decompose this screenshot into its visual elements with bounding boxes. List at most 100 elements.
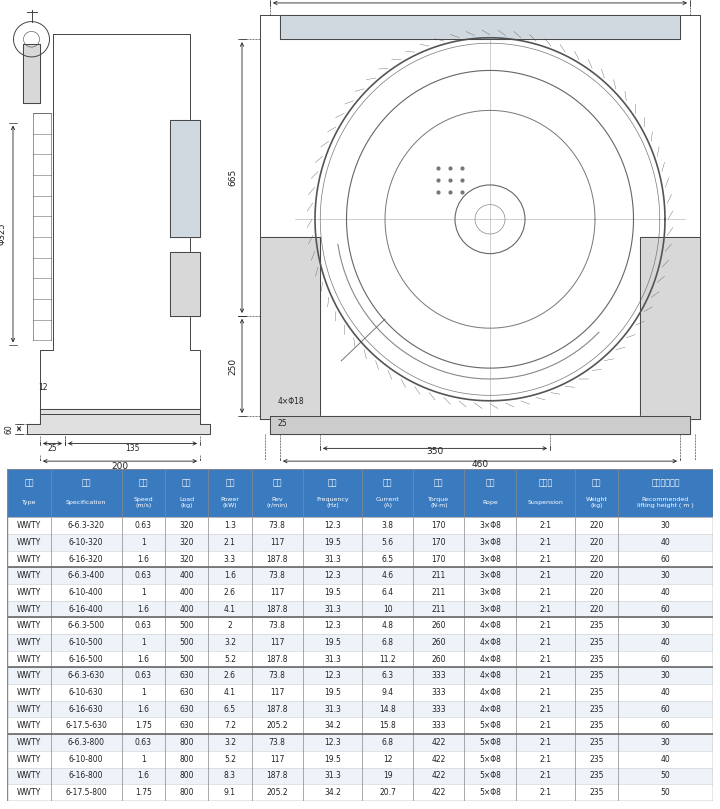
Text: 422: 422 [432,788,446,797]
Bar [7,469,713,517]
Text: 73.8: 73.8 [269,521,286,530]
Text: 34.2: 34.2 [324,788,341,797]
Text: 211: 211 [432,588,446,597]
Text: 1.3: 1.3 [224,521,236,530]
Text: 2:1: 2:1 [539,722,552,731]
Text: 6-16-500: 6-16-500 [68,654,104,663]
Text: 3×Φ8: 3×Φ8 [479,538,501,547]
Bar [7,650,713,667]
Text: 2:1: 2:1 [539,571,552,580]
Text: 绳规: 绳规 [485,478,495,487]
Text: Type: Type [22,501,36,506]
Text: WWTY: WWTY [17,588,41,597]
Text: 6.4: 6.4 [382,588,394,597]
Text: WWTY: WWTY [17,554,41,564]
Text: Φ325: Φ325 [0,222,7,245]
Text: 1.6: 1.6 [138,654,149,663]
Text: WWTY: WWTY [17,788,41,797]
Text: 转矩: 转矩 [434,478,444,487]
Text: 规格: 规格 [81,478,91,487]
Text: 60: 60 [661,604,670,613]
Text: Torque
(N·m): Torque (N·m) [428,498,449,508]
Text: 12: 12 [38,383,48,392]
Text: 333: 333 [431,705,446,714]
Text: WWTY: WWTY [17,538,41,547]
Text: 6-17.5-630: 6-17.5-630 [65,722,107,731]
Text: 30: 30 [661,621,670,630]
Text: 31.3: 31.3 [324,654,341,663]
Text: 520: 520 [472,474,489,483]
Text: 205.2: 205.2 [266,722,288,731]
Text: 235: 235 [589,788,604,797]
Text: Speed
(m/s): Speed (m/s) [133,498,153,508]
Text: Specification: Specification [66,501,107,506]
Text: 2:1: 2:1 [539,688,552,697]
Text: 800: 800 [179,772,194,781]
Text: 4.6: 4.6 [382,571,394,580]
Text: 73.8: 73.8 [269,621,286,630]
Text: 19.5: 19.5 [324,588,341,597]
Text: 73.8: 73.8 [269,571,286,580]
Text: 3×Φ8: 3×Φ8 [479,521,501,530]
Text: 260: 260 [431,621,446,630]
Text: 6.3: 6.3 [382,671,394,680]
Text: 5×Φ8: 5×Φ8 [479,788,501,797]
Text: WWTY: WWTY [17,638,41,647]
Text: 12.3: 12.3 [324,671,341,680]
Polygon shape [270,416,690,434]
Text: 6-10-500: 6-10-500 [68,638,104,647]
Text: 422: 422 [432,772,446,781]
Text: Rope: Rope [482,501,498,506]
Text: 6-16-800: 6-16-800 [69,772,103,781]
Text: 187.8: 187.8 [266,604,288,613]
Text: WWTY: WWTY [17,755,41,764]
Text: 19.5: 19.5 [324,538,341,547]
Text: 2:1: 2:1 [539,604,552,613]
Text: 1.6: 1.6 [138,604,149,613]
Text: 电流: 电流 [383,478,392,487]
Bar [7,634,713,650]
Text: Suspension: Suspension [527,501,563,506]
Text: 31.3: 31.3 [324,604,341,613]
Text: 60: 60 [4,424,13,434]
Text: 2:1: 2:1 [539,538,552,547]
Text: 135: 135 [125,444,140,453]
Text: 3.2: 3.2 [224,738,236,747]
Text: Rev
(r/min): Rev (r/min) [266,498,288,508]
Text: 220: 220 [590,521,603,530]
Text: 4×Φ8: 4×Φ8 [479,654,501,663]
Text: 4×Φ8: 4×Φ8 [479,621,501,630]
Text: 333: 333 [431,671,446,680]
Text: 8.3: 8.3 [224,772,236,781]
Text: 40: 40 [661,538,670,547]
Text: WWTY: WWTY [17,772,41,781]
Text: 211: 211 [432,571,446,580]
Text: 6-6.3-630: 6-6.3-630 [68,671,104,680]
Polygon shape [23,44,40,103]
Text: 1: 1 [141,688,145,697]
Bar [7,784,713,801]
Text: 1.75: 1.75 [135,788,152,797]
Text: 500: 500 [179,638,194,647]
Bar [7,517,713,534]
Text: 0.63: 0.63 [135,738,152,747]
Text: 187.8: 187.8 [266,654,288,663]
Text: 2:1: 2:1 [539,638,552,647]
Text: 235: 235 [589,638,604,647]
Polygon shape [280,15,680,40]
Text: 60: 60 [661,722,670,731]
Text: 290: 290 [110,479,127,488]
Text: 1.6: 1.6 [224,571,236,580]
Text: 50: 50 [661,772,670,781]
Text: 0.63: 0.63 [135,521,152,530]
Text: 14.8: 14.8 [379,705,396,714]
Text: 2:1: 2:1 [539,588,552,597]
Text: 6-6.3-800: 6-6.3-800 [68,738,104,747]
Text: 400: 400 [179,588,194,597]
Text: 5.2: 5.2 [224,654,236,663]
Text: 2.6: 2.6 [224,588,236,597]
Text: 2:1: 2:1 [539,755,552,764]
Text: 117: 117 [270,688,284,697]
Text: 170: 170 [431,521,446,530]
Text: 800: 800 [179,738,194,747]
